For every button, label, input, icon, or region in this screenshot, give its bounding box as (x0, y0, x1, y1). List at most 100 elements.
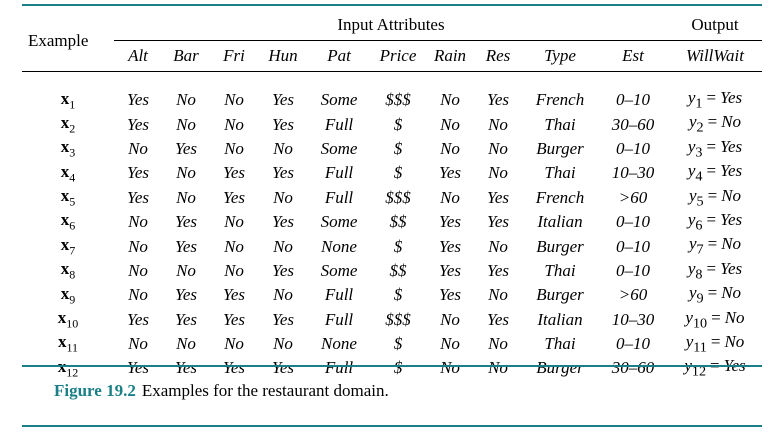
cell-fri: No (224, 236, 244, 256)
cell-alt: No (128, 236, 148, 256)
table-row: x1 Yes No No Yes Some $$$ No Yes French 0–10 y1 = Yes (22, 88, 762, 112)
cell-rain: Yes (438, 236, 462, 256)
cell-fri: No (224, 212, 244, 232)
cell-est: 0–10 (616, 212, 650, 232)
table-row: x4 Yes No Yes Yes Full $ Yes No Thai 10–30 y4 = Yes (22, 161, 762, 185)
cell-bar: Yes (174, 285, 198, 305)
input-attributes-header: Input Attributes (114, 10, 668, 41)
cell-willwait: y11 = No (685, 331, 745, 356)
example-id: x11 (57, 332, 79, 355)
table-row: x9 No Yes Yes No Full $ Yes No Burger >60 y9 = No (22, 283, 762, 307)
attr-header-res: Res (485, 46, 511, 65)
attr-header-fri: Fri (223, 46, 245, 65)
cell-hun: Yes (271, 90, 295, 110)
cell-est: >60 (618, 187, 648, 207)
cell-price: $ (393, 358, 403, 378)
table-row: x12 Yes Yes Yes Yes Full $ No No Burger 30–60 y12=Y… (22, 356, 762, 380)
table-row: x10 Yes Yes Yes Yes Full $$$ No Yes Italian 10–30 y… (22, 308, 762, 332)
cell-willwait: y7 = No (688, 234, 742, 258)
cell-rain: Yes (438, 260, 462, 280)
cell-pat: Full (324, 358, 354, 378)
cell-hun: Yes (271, 212, 295, 232)
cell-alt: Yes (126, 114, 150, 134)
cell-rain: No (440, 334, 460, 354)
attr-header-price: Price (379, 46, 417, 65)
cell-est: >60 (618, 285, 648, 305)
table-row: x8 No No No Yes Some $$ Yes Yes Thai 0–10 y8 = Yes (22, 259, 762, 283)
cell-type: Burger (536, 358, 584, 378)
cell-res: Yes (486, 187, 510, 207)
example-id: x4 (60, 161, 76, 185)
cell-res: No (488, 334, 508, 354)
attr-header-alt: Alt (128, 46, 148, 65)
cell-fri: Yes (222, 358, 246, 378)
cell-willwait: y1 = Yes (687, 88, 743, 112)
attr-header-pat: Pat (327, 46, 351, 65)
cell-hun: No (273, 285, 293, 305)
cell-fri: Yes (222, 187, 246, 207)
cell-alt: Yes (126, 90, 150, 110)
table-row: x6 No Yes No Yes Some $$ Yes Yes Italian 0–10 y6 = Ye… (22, 210, 762, 234)
cell-pat: Some (320, 90, 358, 110)
cell-rain: Yes (438, 212, 462, 232)
cell-pat: None (321, 334, 357, 354)
cell-rain: Yes (438, 285, 462, 305)
cell-res: Yes (486, 212, 510, 232)
cell-pat: Some (320, 260, 358, 280)
attr-header-est: Est (622, 46, 644, 65)
example-id: x6 (60, 210, 76, 233)
cell-hun: No (273, 187, 293, 207)
cell-bar: No (176, 163, 196, 183)
cell-bar: Yes (174, 236, 198, 256)
cell-price: $ (393, 138, 403, 158)
attr-header-bar: Bar (173, 46, 199, 65)
example-id: x12 (58, 357, 79, 380)
cell-pat: Full (324, 309, 354, 329)
cell-bar: Yes (174, 309, 198, 329)
figure-caption: Figure 19.2 Examples for the restaurant d… (54, 381, 389, 401)
attribute-header-row: Alt Bar Fri Hun Pat Price Rain Res Type … (22, 41, 762, 72)
cell-price: $ (393, 334, 403, 354)
cell-pat: Full (324, 114, 354, 134)
cell-pat: Full (324, 285, 354, 305)
cell-fri: No (224, 90, 244, 110)
cell-type: Thai (544, 334, 576, 354)
cell-alt: Yes (126, 358, 150, 378)
cell-hun: No (273, 334, 293, 354)
example-id: x10 (57, 308, 79, 331)
example-column-header: Example (28, 30, 89, 50)
cell-type: Burger (536, 138, 584, 158)
cell-willwait: y6 = Yes (687, 209, 743, 234)
example-id: x5 (60, 186, 76, 209)
cell-alt: Yes (126, 309, 150, 329)
cell-rain: No (440, 309, 460, 329)
cell-alt: No (128, 212, 148, 232)
cell-type: Burger (536, 236, 584, 256)
output-header: Output (668, 10, 762, 41)
cell-rain: No (440, 114, 460, 134)
table-row: x5 Yes No Yes No Full $$$ No Yes French >60 y5 = No (22, 186, 762, 210)
cell-hun: Yes (271, 260, 295, 280)
cell-hun: Yes (271, 309, 295, 329)
cell-est: 0–10 (616, 90, 650, 110)
cell-rain: No (440, 358, 460, 378)
cell-bar: Yes (174, 358, 198, 378)
cell-willwait: y3 = Yes (687, 136, 743, 161)
attr-header-type: Type (544, 46, 576, 65)
example-rows: x1 Yes No No Yes Some $$$ No Yes French 0–10 y1 = Yes… (22, 88, 762, 381)
cell-alt: No (128, 334, 148, 354)
cell-pat: Some (320, 212, 358, 232)
cell-est: 10–30 (611, 309, 655, 329)
cell-bar: Yes (174, 212, 198, 232)
cell-res: No (488, 138, 508, 158)
example-id: x3 (60, 137, 76, 160)
cell-willwait: y10 = No (685, 307, 745, 331)
cell-bar: No (176, 90, 196, 110)
cell-est: 0–10 (616, 138, 650, 158)
cell-willwait: y2 = No (688, 112, 742, 136)
cell-est: 0–10 (616, 236, 650, 256)
cell-est: 0–10 (616, 334, 650, 354)
cell-res: No (488, 163, 508, 183)
cell-price: $$$ (385, 309, 411, 329)
cell-price: $ (393, 236, 403, 256)
